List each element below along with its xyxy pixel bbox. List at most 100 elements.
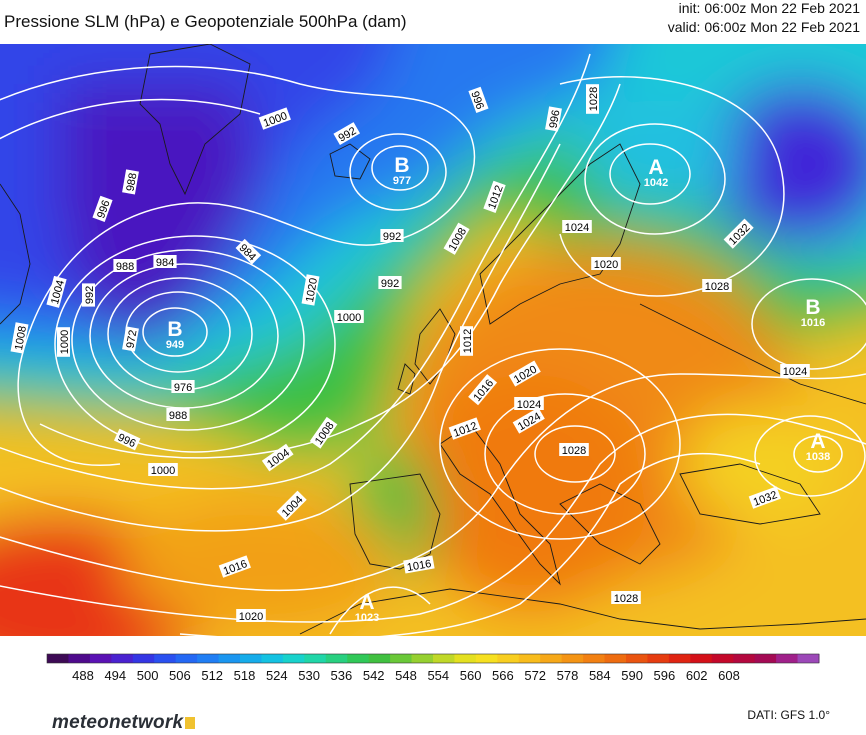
colorbar-tick-label: 542 xyxy=(363,668,385,683)
colorbar-cell xyxy=(497,654,520,663)
colorbar-tick-label: 548 xyxy=(395,668,417,683)
svg-text:1016: 1016 xyxy=(406,558,432,574)
isobar-label: 996 xyxy=(468,86,489,113)
isobar-label: 996 xyxy=(545,106,562,132)
center-letter: A xyxy=(359,591,374,614)
svg-text:988: 988 xyxy=(124,172,139,192)
colorbar-tick-label: 572 xyxy=(524,668,546,683)
colorbar-cell xyxy=(690,654,713,663)
isobar-label: 1008 xyxy=(10,322,29,354)
colorbar-tick-label: 560 xyxy=(460,668,482,683)
isobar-label: 988 xyxy=(166,408,190,422)
colorbar-tick-label: 602 xyxy=(686,668,708,683)
colorbar-tick-label: 536 xyxy=(331,668,353,683)
isobar-label: 976 xyxy=(171,380,195,394)
colorbar-cell xyxy=(47,654,69,663)
svg-text:988: 988 xyxy=(169,410,187,422)
svg-text:992: 992 xyxy=(383,231,401,243)
isobar-label: 1020 xyxy=(591,257,621,271)
colorbar-cell xyxy=(347,654,370,663)
colorbar-cell xyxy=(776,654,799,663)
colorbar-cell xyxy=(540,654,563,663)
isobar-label: 1000 xyxy=(334,310,364,324)
center-value: 1042 xyxy=(644,177,668,189)
colorbar-cell xyxy=(668,654,691,663)
colorbar-cell xyxy=(175,654,198,663)
colorbar-tick-label: 494 xyxy=(104,668,126,683)
colorbar-tick-label: 488 xyxy=(72,668,94,683)
svg-text:984: 984 xyxy=(156,257,174,269)
colorbar-tick-label: 596 xyxy=(654,668,676,683)
svg-text:996: 996 xyxy=(95,199,113,220)
center-letter: B xyxy=(167,318,182,341)
svg-text:1020: 1020 xyxy=(594,259,618,271)
init-time: init: 06:00z Mon 22 Feb 2021 xyxy=(678,0,860,16)
colorbar-cell xyxy=(132,654,155,663)
colorbar-tick-label: 512 xyxy=(201,668,223,683)
colorbar-cell xyxy=(561,654,584,663)
colorbar-tick-label: 554 xyxy=(427,668,449,683)
svg-text:1028: 1028 xyxy=(562,445,586,457)
colorbar-cell xyxy=(282,654,305,663)
colorbar-cell xyxy=(325,654,348,663)
colorbar-cell xyxy=(218,654,241,663)
colorbar-tick-label: 608 xyxy=(718,668,740,683)
colorbar-tick-label: 584 xyxy=(589,668,611,683)
colorbar-tick-label: 524 xyxy=(266,668,288,683)
colorbar-cell xyxy=(733,654,756,663)
isobar-label: 1000 xyxy=(148,463,178,477)
colorbar-tick-label: 590 xyxy=(621,668,643,683)
colorbar-cell xyxy=(261,654,284,663)
isobar-label: 996 xyxy=(92,195,113,222)
center-value: 949 xyxy=(166,339,184,351)
colorbar-tick-label: 530 xyxy=(298,668,320,683)
isobar-label: 1028 xyxy=(559,443,589,457)
svg-text:996: 996 xyxy=(468,90,486,111)
isobar-label: 1020 xyxy=(236,609,266,623)
svg-text:1020: 1020 xyxy=(304,277,320,303)
colorbar-tick-label: 500 xyxy=(137,668,159,683)
svg-text:1000: 1000 xyxy=(337,312,361,324)
svg-text:1000: 1000 xyxy=(59,330,71,354)
colorbar-cell xyxy=(583,654,606,663)
colorbar-cell xyxy=(89,654,112,663)
isobar-label: 992 xyxy=(82,283,96,307)
center-value: 977 xyxy=(393,175,411,187)
colorbar-cell xyxy=(154,654,177,663)
colorbar-tick-label: 578 xyxy=(557,668,579,683)
isobar-label: 988 xyxy=(113,259,137,273)
svg-text:1020: 1020 xyxy=(239,611,263,623)
colorbar-cell xyxy=(197,654,220,663)
colorbar-cell xyxy=(411,654,434,663)
center-letter: B xyxy=(805,296,820,319)
center-letter: A xyxy=(648,156,663,179)
isobar-label: 1012 xyxy=(460,326,474,356)
svg-text:976: 976 xyxy=(174,382,192,394)
brand-logo: meteonetwork xyxy=(52,712,196,734)
colorbar-tick-label: 506 xyxy=(169,668,191,683)
svg-text:1012: 1012 xyxy=(462,329,474,353)
isobar-label: 988 xyxy=(122,169,139,195)
colorbar-cell xyxy=(68,654,91,663)
colorbar-cell xyxy=(626,654,648,663)
isobar-label: 1028 xyxy=(702,279,732,293)
colorbar-cell xyxy=(304,654,327,663)
center-letter: B xyxy=(394,154,409,177)
isobar-label: 992 xyxy=(380,229,404,243)
geopotential-field xyxy=(0,44,866,636)
colorbar-cell xyxy=(711,654,734,663)
svg-text:1028: 1028 xyxy=(614,593,638,605)
svg-text:1000: 1000 xyxy=(151,465,175,477)
colorbar-cell xyxy=(390,654,413,663)
svg-text:1024: 1024 xyxy=(565,222,589,234)
chart-title: Pressione SLM (hPa) e Geopotenziale 500h… xyxy=(4,12,407,31)
svg-text:1008: 1008 xyxy=(13,325,29,351)
colorbar-cell xyxy=(475,654,498,663)
colorbar-cell xyxy=(240,654,262,663)
